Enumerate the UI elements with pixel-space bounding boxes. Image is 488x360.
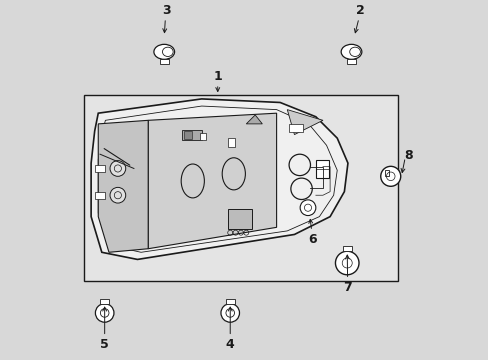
Bar [95, 192, 105, 199]
Text: 3: 3 [162, 4, 170, 17]
Bar [288, 124, 303, 132]
Polygon shape [246, 115, 262, 124]
Circle shape [110, 187, 125, 203]
Text: 1: 1 [213, 70, 222, 83]
Circle shape [380, 166, 400, 186]
Text: 8: 8 [404, 149, 412, 162]
Ellipse shape [341, 44, 361, 59]
FancyArrowPatch shape [104, 149, 129, 165]
Text: 5: 5 [100, 338, 109, 351]
Bar [225, 299, 234, 304]
Polygon shape [148, 113, 276, 249]
Bar [315, 160, 329, 179]
Circle shape [300, 200, 315, 216]
Text: 4: 4 [225, 338, 234, 351]
Polygon shape [91, 99, 347, 260]
Circle shape [110, 161, 125, 176]
Bar [100, 299, 109, 304]
Text: 6: 6 [307, 233, 316, 246]
Polygon shape [287, 109, 322, 135]
Bar [228, 210, 251, 229]
Circle shape [335, 251, 358, 275]
Bar [84, 95, 397, 281]
Ellipse shape [154, 44, 174, 59]
Bar [183, 131, 191, 139]
Bar [200, 133, 206, 140]
Bar [159, 59, 168, 64]
Text: 2: 2 [355, 4, 364, 17]
Text: 7: 7 [343, 281, 351, 294]
Bar [342, 246, 351, 251]
Polygon shape [98, 120, 148, 252]
Bar [346, 59, 355, 64]
Bar [228, 138, 234, 147]
Bar [182, 130, 201, 140]
Bar [385, 170, 388, 176]
Circle shape [221, 304, 239, 322]
Bar [95, 165, 105, 172]
Circle shape [95, 304, 114, 322]
